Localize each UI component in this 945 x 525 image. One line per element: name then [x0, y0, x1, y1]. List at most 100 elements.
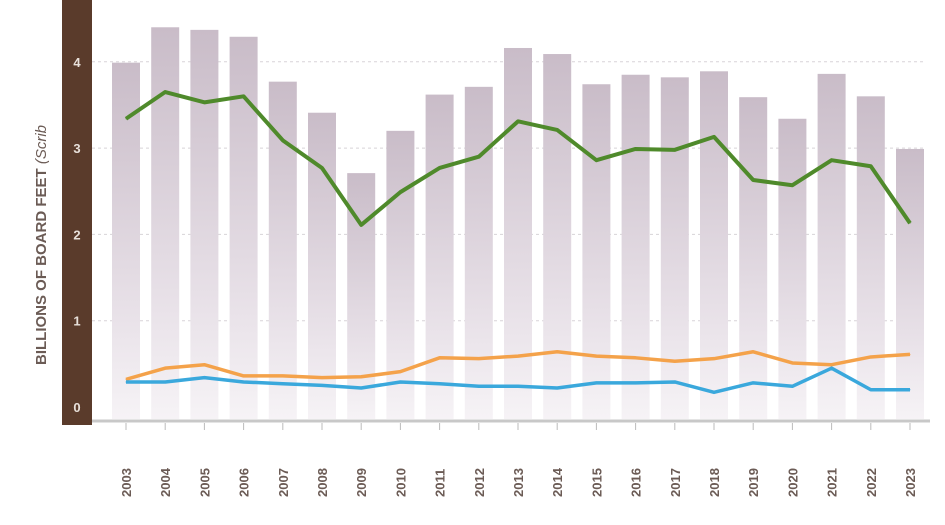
line-point — [282, 375, 284, 377]
line-point — [164, 91, 166, 93]
line-point — [478, 385, 480, 387]
bar-2005 — [190, 29, 219, 420]
bar-2020 — [778, 118, 807, 420]
line-point — [870, 356, 872, 358]
y-tick-label: 1 — [73, 314, 80, 329]
x-tick-label: 2003 — [119, 468, 134, 497]
line-point — [791, 385, 793, 387]
line-point — [439, 167, 441, 169]
line-point — [399, 371, 401, 373]
line-point — [478, 156, 480, 158]
line-point — [243, 381, 245, 383]
x-tick-labels: 2003 2004 2005 2006 2007 2008 2009 2010 2011 2012… — [119, 423, 918, 497]
line-point — [360, 376, 362, 378]
line-point — [203, 364, 205, 366]
line-point — [321, 384, 323, 386]
bar-2015 — [582, 84, 611, 419]
bar-2014 — [543, 54, 572, 420]
x-tick-label: 2004 — [158, 467, 173, 497]
line-point — [360, 387, 362, 389]
bar-2004 — [151, 27, 180, 420]
line-point — [321, 167, 323, 169]
x-tick-label: 2008 — [315, 468, 330, 497]
x-tick-label: 2005 — [197, 468, 212, 497]
line-point — [909, 353, 911, 355]
line-point — [321, 377, 323, 379]
line-point — [203, 101, 205, 103]
line-point — [635, 148, 637, 150]
y-tick-label: 2 — [73, 227, 80, 242]
bar-2023 — [896, 148, 924, 419]
bar-2019 — [739, 97, 768, 420]
line-point — [674, 381, 676, 383]
line-point — [909, 222, 911, 224]
line-point — [752, 382, 754, 384]
line-point — [399, 191, 401, 193]
lines — [124, 90, 912, 395]
line-point — [831, 364, 833, 366]
line-point — [595, 355, 597, 357]
x-tick-label: 2023 — [903, 468, 918, 497]
x-tick-label: 2018 — [707, 468, 722, 497]
line-point — [595, 382, 597, 384]
line-point — [517, 120, 519, 122]
x-tick-label: 2021 — [825, 468, 840, 497]
y-tick-labels: 0 1 2 3 4 — [73, 55, 81, 415]
line-point — [556, 387, 558, 389]
line-point — [360, 224, 362, 226]
bar-2006 — [229, 36, 258, 419]
bar-2016 — [621, 74, 650, 420]
x-tick-label: 2007 — [276, 468, 291, 497]
line-point — [791, 362, 793, 364]
bar-2010 — [386, 130, 415, 419]
x-tick-label: 2016 — [629, 468, 644, 497]
x-tick-label: 2015 — [589, 468, 604, 497]
line-point — [517, 355, 519, 357]
line-point — [752, 179, 754, 181]
line-point — [635, 382, 637, 384]
line-point — [478, 358, 480, 360]
line-point — [870, 165, 872, 167]
y-axis-title: BILLIONS OF BOARD FEET (Scrib — [33, 125, 50, 365]
line-point — [439, 383, 441, 385]
bar-2011 — [425, 94, 454, 420]
line-point — [713, 391, 715, 393]
bar-2012 — [464, 86, 493, 420]
line-point — [674, 149, 676, 151]
line-point — [125, 118, 127, 120]
x-tick-label: 2012 — [472, 468, 487, 497]
x-tick-label: 2019 — [746, 468, 761, 497]
line-point — [517, 385, 519, 387]
x-tick-label: 2006 — [237, 468, 252, 497]
line-point — [243, 375, 245, 377]
line-point — [243, 95, 245, 97]
x-tick-label: 2010 — [393, 468, 408, 497]
bars — [112, 27, 924, 420]
line-point — [752, 351, 754, 353]
line-point — [870, 389, 872, 391]
line-point — [831, 367, 833, 369]
bar-2013 — [504, 47, 532, 419]
bar-2003 — [112, 62, 140, 420]
line-point — [791, 184, 793, 186]
line-point — [125, 378, 127, 380]
x-tick-label: 2017 — [668, 468, 683, 497]
line-point — [556, 129, 558, 131]
line-point — [556, 351, 558, 353]
bar-2017 — [660, 77, 689, 420]
line-point — [595, 159, 597, 161]
x-tick-label: 2014 — [550, 467, 565, 497]
line-point — [831, 159, 833, 161]
y-tick-label: 3 — [73, 141, 80, 156]
line-point — [164, 381, 166, 383]
line-point — [282, 139, 284, 141]
line-point — [203, 377, 205, 379]
line-point — [713, 136, 715, 138]
line-point — [909, 389, 911, 391]
x-tick-label: 2013 — [511, 468, 526, 497]
line-point — [125, 381, 127, 383]
line-point — [164, 367, 166, 369]
y-axis-band — [62, 0, 92, 425]
x-tick-label: 2011 — [433, 469, 448, 497]
